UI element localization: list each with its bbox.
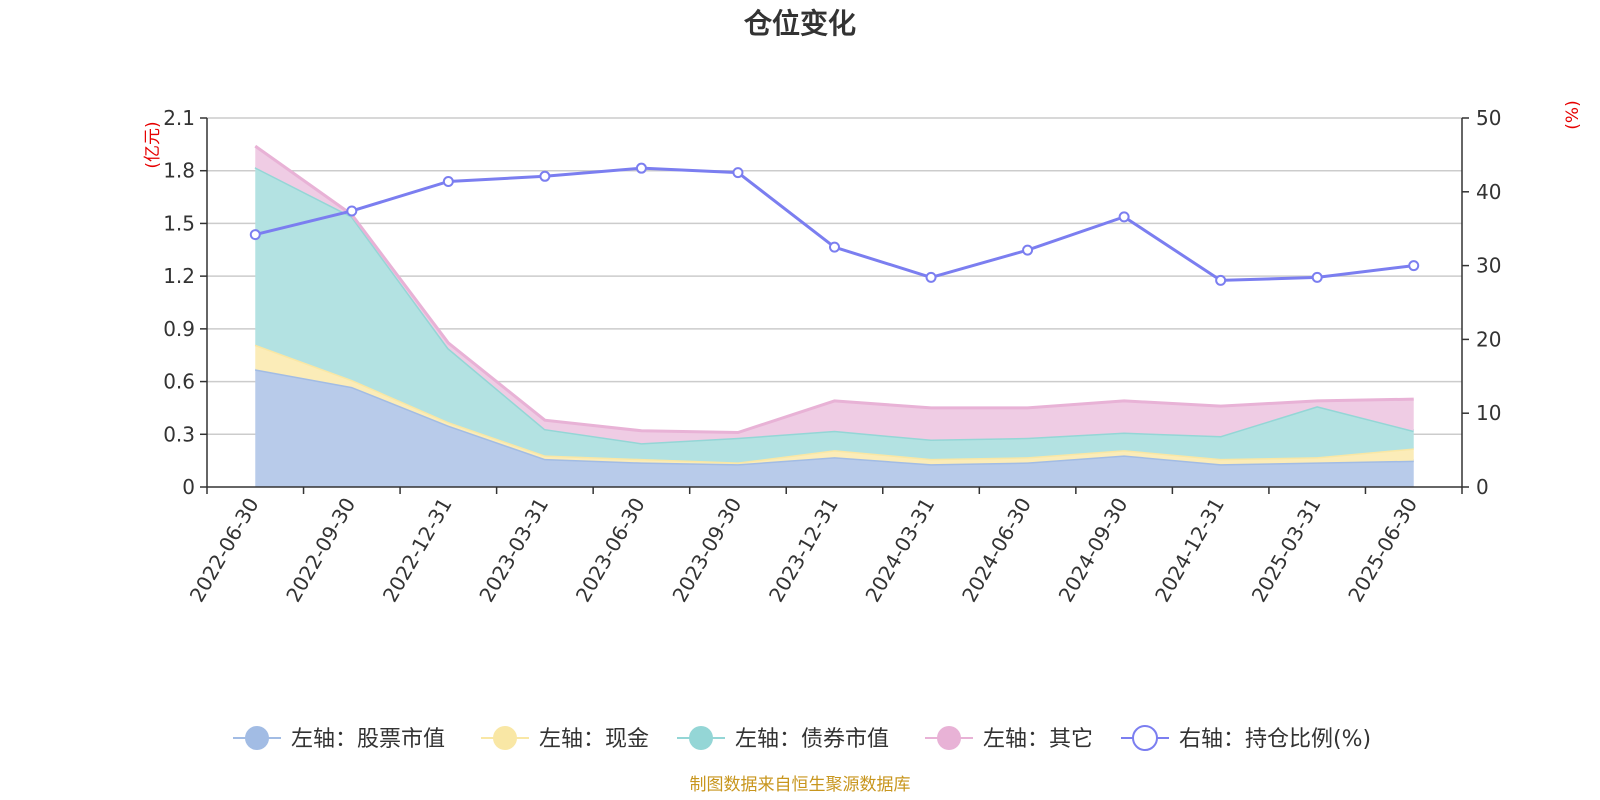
x-tick-label: 2024-06-30 — [957, 494, 1036, 607]
ratio-point — [925, 271, 937, 283]
x-tick-label: 2024-09-30 — [1054, 494, 1133, 607]
ratio-point — [1408, 260, 1420, 272]
ratio-point — [1118, 211, 1130, 223]
area-左轴：股票市值 — [255, 369, 1414, 487]
right-tick-label: 10 — [1476, 401, 1501, 425]
legend-item: 左轴：股票市值 — [233, 726, 445, 752]
area-edge-左轴：股票市值 — [255, 367, 1414, 466]
x-tick-label: 2022-12-31 — [378, 494, 457, 607]
x-tick-label: 2024-03-31 — [860, 494, 939, 607]
left-tick-label: 0.9 — [163, 317, 195, 341]
right-axis-unit: (%) — [1563, 100, 1583, 129]
area-左轴：债券市值 — [255, 167, 1414, 463]
ratio-point — [539, 170, 551, 182]
x-tick-label: 2022-06-30 — [185, 494, 264, 607]
x-tick-label: 2024-12-31 — [1150, 494, 1229, 607]
x-tick-label: 2025-03-31 — [1247, 494, 1326, 607]
area-edge-左轴：其它 — [254, 144, 1414, 435]
ratio-point — [1215, 274, 1227, 286]
left-tick-label: 0.6 — [163, 370, 195, 394]
ratio-point — [1311, 271, 1323, 283]
legend: 左轴：股票市值 左轴：现金 左轴：债券市值 左轴：其它 右轴：持仓比例(%) — [233, 725, 1371, 752]
ratio-point — [249, 229, 261, 241]
holding-ratio-line — [249, 162, 1420, 286]
legend-label: 右轴：持仓比例(%) — [1179, 727, 1371, 752]
data-source-note: 制图数据来自恒生聚源数据库 — [690, 775, 911, 795]
x-tick-label: 2023-06-30 — [571, 494, 650, 607]
left-tick-label: 1.5 — [163, 211, 195, 235]
right-tick-label: 50 — [1476, 106, 1501, 130]
left-tick-label: 1.2 — [163, 264, 195, 288]
x-tick-label: 2023-03-31 — [474, 494, 553, 607]
legend-label: 左轴：债券市值 — [735, 727, 889, 752]
chart-title: 仓位变化 — [744, 7, 856, 40]
ratio-point — [442, 175, 454, 187]
left-tick-label: 1.8 — [163, 159, 195, 183]
x-tick-label: 2023-12-31 — [764, 494, 843, 607]
legend-marker — [689, 726, 713, 750]
x-tick-label: 2025-06-30 — [1343, 494, 1422, 607]
x-tick-label: 2023-09-30 — [667, 494, 746, 607]
ratio-line-path — [254, 166, 1414, 282]
right-tick-label: 20 — [1476, 327, 1501, 351]
x-tick-label: 2022-09-30 — [281, 494, 360, 607]
right-tick-label: 0 — [1476, 475, 1489, 499]
legend-marker — [493, 726, 517, 750]
right-tick-label: 40 — [1476, 180, 1501, 204]
left-tick-label: 0 — [182, 475, 195, 499]
ratio-point — [732, 167, 744, 179]
stacked-areas — [254, 144, 1415, 487]
legend-marker — [1132, 725, 1158, 751]
ratio-point — [829, 241, 840, 253]
legend-marker — [245, 726, 269, 750]
right-tick-label: 30 — [1476, 254, 1501, 278]
ratio-point — [346, 205, 358, 217]
legend-label: 左轴：股票市值 — [291, 727, 445, 752]
left-tick-label: 2.1 — [163, 106, 195, 130]
legend-item: 右轴：持仓比例(%) — [1121, 725, 1371, 752]
left-axis-unit: (亿元) — [143, 121, 163, 168]
legend-item: 左轴：现金 — [481, 726, 649, 752]
legend-marker — [937, 726, 961, 750]
ratio-point — [1022, 244, 1034, 256]
legend-item: 左轴：债券市值 — [677, 726, 889, 752]
legend-label: 左轴：现金 — [539, 727, 649, 752]
legend-item: 左轴：其它 — [925, 726, 1093, 752]
left-tick-label: 0.3 — [163, 422, 195, 446]
legend-label: 左轴：其它 — [983, 727, 1093, 752]
ratio-point — [635, 162, 647, 174]
